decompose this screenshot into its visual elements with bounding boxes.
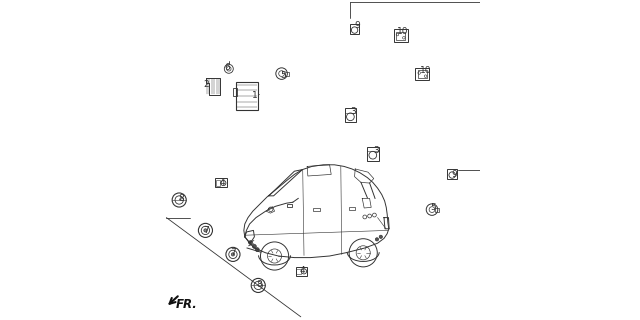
Bar: [349, 24, 360, 34]
Text: 3: 3: [373, 146, 379, 155]
Circle shape: [375, 238, 379, 241]
Text: FR.: FR.: [176, 298, 198, 311]
Text: 8: 8: [178, 194, 184, 203]
Circle shape: [252, 244, 256, 248]
Bar: [233, 88, 237, 96]
Bar: [396, 32, 406, 40]
Bar: [447, 169, 457, 179]
Circle shape: [232, 253, 235, 256]
Circle shape: [249, 241, 252, 244]
Text: 5: 5: [280, 71, 286, 80]
Circle shape: [379, 235, 383, 238]
Bar: [296, 269, 301, 274]
Text: 2: 2: [204, 80, 209, 89]
Circle shape: [255, 248, 259, 252]
Bar: [285, 72, 289, 76]
Bar: [367, 147, 379, 161]
Bar: [344, 108, 356, 122]
Text: 10: 10: [420, 66, 431, 75]
Bar: [394, 29, 408, 42]
Text: 8: 8: [257, 280, 262, 289]
Text: 10: 10: [397, 28, 409, 36]
Text: 1: 1: [252, 92, 257, 100]
Text: 4: 4: [220, 178, 225, 187]
Text: TWA4B1355A: TWA4B1355A: [428, 0, 479, 2]
Text: 7: 7: [230, 248, 236, 257]
Circle shape: [204, 229, 207, 232]
Text: 9: 9: [452, 170, 457, 179]
Text: 4: 4: [300, 266, 305, 275]
Bar: [417, 70, 428, 78]
Text: 3: 3: [351, 108, 356, 116]
Bar: [349, 207, 355, 210]
Bar: [435, 208, 439, 212]
Text: 9: 9: [355, 21, 360, 30]
Bar: [236, 82, 258, 110]
Text: 6: 6: [225, 63, 230, 72]
Bar: [287, 204, 292, 207]
Bar: [313, 208, 320, 211]
Text: 7: 7: [204, 226, 209, 235]
Bar: [215, 178, 227, 187]
Bar: [296, 267, 307, 276]
Bar: [415, 68, 429, 80]
Bar: [216, 180, 220, 186]
Text: 5: 5: [430, 204, 436, 212]
